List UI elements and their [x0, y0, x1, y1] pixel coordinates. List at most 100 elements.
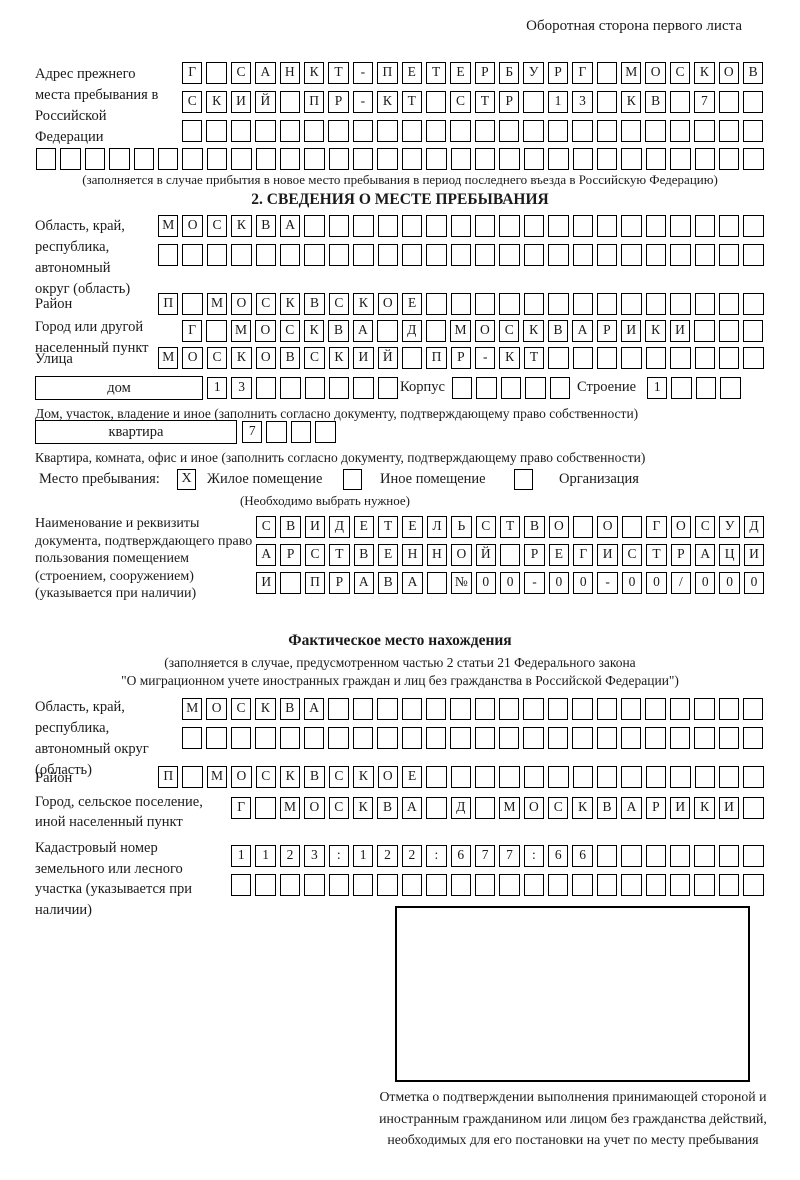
char-box	[695, 377, 717, 399]
stay-option-other-checkbox	[343, 469, 362, 490]
char-box: С	[548, 797, 569, 819]
char-box	[694, 727, 715, 749]
char-box	[718, 320, 739, 342]
char-box	[328, 244, 350, 266]
stay-option-residential-checkbox: X	[177, 469, 196, 490]
char-box	[328, 698, 349, 720]
char-box: К	[303, 320, 325, 342]
char-box	[548, 244, 569, 266]
char-box: 0	[475, 572, 496, 594]
char-box	[621, 148, 642, 170]
char-box	[450, 148, 472, 170]
prev-address-note: (заполняется в случае прибытия в новое м…	[82, 172, 718, 187]
char-box	[328, 874, 349, 896]
char-box	[743, 244, 764, 266]
char-box	[596, 120, 618, 142]
char-box: О	[451, 544, 472, 566]
char-box	[621, 120, 642, 142]
char-box	[475, 215, 496, 237]
char-box	[279, 91, 300, 113]
char-box: Д	[401, 320, 422, 342]
char-box	[572, 766, 594, 788]
char-box: 3	[304, 845, 325, 867]
char-box	[255, 727, 276, 749]
char-box	[548, 766, 569, 788]
char-box	[255, 244, 276, 266]
char-box: Г	[182, 320, 203, 342]
char-box	[645, 148, 667, 170]
char-box	[670, 874, 691, 896]
stamp-box	[395, 906, 750, 1082]
char-box	[645, 215, 667, 237]
actual-region-row-2	[182, 727, 764, 749]
char-box: А	[402, 572, 423, 594]
char-box	[401, 347, 423, 369]
char-box: 1	[255, 845, 276, 867]
char-box: К	[231, 347, 252, 369]
char-box	[377, 215, 398, 237]
char-box: В	[279, 347, 301, 369]
char-box	[670, 148, 691, 170]
char-box: Т	[474, 91, 496, 113]
char-box	[377, 320, 398, 342]
char-box: И	[353, 347, 374, 369]
char-box	[720, 377, 741, 399]
char-box	[352, 874, 374, 896]
char-box: С	[450, 91, 471, 113]
char-box	[377, 148, 398, 170]
char-box: №	[451, 572, 472, 594]
apartment-box: квартира	[35, 420, 237, 444]
char-box	[596, 727, 618, 749]
char-box: С	[475, 516, 496, 538]
char-box: 0	[621, 572, 643, 594]
stay-option-organization-checkbox	[514, 469, 533, 490]
char-box	[279, 874, 301, 896]
char-box	[718, 347, 740, 369]
actual-city-label: Город, сельское поселение, иной населенн…	[35, 794, 203, 830]
char-box: 7	[499, 845, 520, 867]
char-box	[596, 874, 618, 896]
char-box: Е	[402, 516, 423, 538]
char-box: 0	[719, 572, 740, 594]
char-box	[377, 120, 398, 142]
char-box	[547, 727, 569, 749]
char-box	[645, 874, 667, 896]
char-box: О	[597, 516, 618, 538]
char-box	[182, 244, 203, 266]
char-box: 7	[474, 845, 496, 867]
char-box: К	[279, 293, 301, 315]
stay-option-organization-label: Организация	[559, 471, 639, 487]
prev-address-row-4	[36, 148, 764, 170]
char-box	[499, 215, 520, 237]
char-box	[426, 215, 447, 237]
char-box	[231, 874, 252, 896]
char-box: А	[353, 572, 374, 594]
char-box	[694, 120, 715, 142]
char-box	[401, 148, 423, 170]
char-box: В	[645, 91, 666, 113]
char-box: П	[426, 347, 447, 369]
char-box: Р	[499, 91, 520, 113]
char-box	[474, 874, 496, 896]
char-box	[279, 148, 301, 170]
char-box	[694, 320, 715, 342]
char-box	[475, 293, 496, 315]
char-box	[523, 120, 544, 142]
char-box	[718, 845, 740, 867]
char-box: О	[718, 62, 739, 84]
char-box: Т	[425, 62, 447, 84]
char-box	[743, 797, 764, 819]
char-box: О	[182, 215, 203, 237]
char-box	[450, 244, 472, 266]
char-box: К	[279, 766, 301, 788]
char-box	[450, 727, 471, 749]
char-box	[596, 91, 618, 113]
char-box: М	[450, 320, 471, 342]
char-box: П	[158, 766, 179, 788]
char-box: П	[303, 91, 325, 113]
char-box	[573, 516, 594, 538]
char-box: С	[304, 544, 326, 566]
char-box: С	[695, 516, 716, 538]
char-box	[523, 874, 545, 896]
char-box	[743, 874, 764, 896]
